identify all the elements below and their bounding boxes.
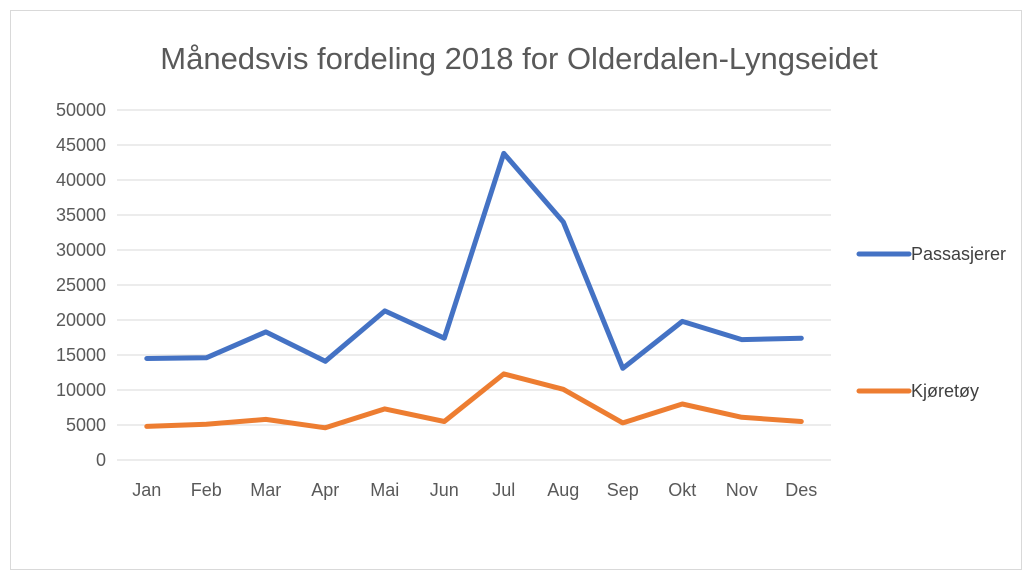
series-lines bbox=[147, 153, 802, 427]
y-tick-label: 25000 bbox=[56, 275, 106, 295]
legend-label: Kjøretøy bbox=[911, 381, 979, 401]
series-line-1 bbox=[147, 374, 802, 428]
x-tick-label: Apr bbox=[311, 480, 339, 500]
series-line-0 bbox=[147, 153, 802, 368]
y-tick-label: 20000 bbox=[56, 310, 106, 330]
x-tick-label: Jul bbox=[492, 480, 515, 500]
y-tick-label: 10000 bbox=[56, 380, 106, 400]
chart-title: Månedsvis fordeling 2018 for Olderdalen-… bbox=[160, 41, 878, 76]
y-tick-label: 50000 bbox=[56, 100, 106, 120]
y-axis-tick-labels: 0 5000 10000 15000 20000 25000 30000 35000 40000… bbox=[56, 100, 106, 470]
y-tick-label: 30000 bbox=[56, 240, 106, 260]
x-tick-label: Jan bbox=[132, 480, 161, 500]
y-tick-label: 0 bbox=[96, 450, 106, 470]
x-tick-label: Aug bbox=[547, 480, 579, 500]
legend: Passasjerer Kjøretøy bbox=[859, 244, 1006, 401]
y-tick-label: 15000 bbox=[56, 345, 106, 365]
x-tick-label: Feb bbox=[191, 480, 222, 500]
x-tick-label: Nov bbox=[726, 480, 758, 500]
x-axis-tick-labels: Jan Feb Mar Apr Mai Jun Jul Aug Sep Okt Nov Des bbox=[132, 480, 817, 500]
x-tick-label: Des bbox=[785, 480, 817, 500]
y-tick-label: 40000 bbox=[56, 170, 106, 190]
x-tick-label: Mar bbox=[250, 480, 281, 500]
x-tick-label: Okt bbox=[668, 480, 696, 500]
y-tick-label: 45000 bbox=[56, 135, 106, 155]
x-tick-label: Sep bbox=[607, 480, 639, 500]
x-tick-label: Jun bbox=[430, 480, 459, 500]
y-tick-label: 5000 bbox=[66, 415, 106, 435]
gridlines bbox=[117, 110, 831, 460]
x-tick-label: Mai bbox=[370, 480, 399, 500]
y-tick-label: 35000 bbox=[56, 205, 106, 225]
chart-frame: Månedsvis fordeling 2018 for Olderdalen-… bbox=[10, 10, 1022, 570]
line-chart: Månedsvis fordeling 2018 for Olderdalen-… bbox=[11, 11, 1023, 571]
legend-label: Passasjerer bbox=[911, 244, 1006, 264]
